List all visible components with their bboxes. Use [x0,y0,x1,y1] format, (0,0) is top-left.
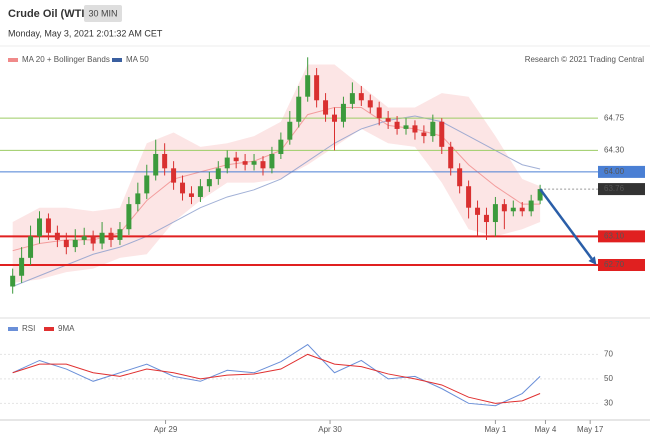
arrow-head [588,256,597,266]
candle-body [349,93,355,104]
legend-label: 9MA [58,324,75,333]
level-label: 64.30 [604,146,625,155]
level-label: 63.76 [604,184,625,193]
x-tick-label: May 1 [485,425,507,434]
candle-body [99,232,105,244]
candle-body [421,132,427,137]
level-label: 62.70 [604,260,625,269]
candle-body [63,239,69,248]
legend-swatch [8,58,18,62]
candle-body [180,182,186,194]
candle-body [278,139,284,154]
candle-body [126,204,132,230]
candle-body [501,204,507,212]
candle-body [323,100,329,115]
subtitle: Monday, May 3, 2021 2:01:32 AM CET [8,28,163,38]
candle-body [188,193,194,197]
candle-body [430,121,436,137]
y-tick-label: 30 [604,398,613,407]
timeframe: 30 MIN [88,8,117,18]
candle-body [260,161,266,169]
candle-body [492,204,498,223]
candle-body [144,175,150,194]
x-tick-label: May 17 [577,425,604,434]
candle-body [37,218,42,237]
x-tick-label: May 4 [535,425,557,434]
candle-body [537,189,543,201]
level-box [598,230,645,243]
candle-body [412,125,418,133]
candle-body [519,207,525,212]
legend-label: MA 20 + Bollinger Bands [22,55,110,64]
candle-body [358,93,364,101]
candle-body [269,153,275,169]
candle-body [72,239,78,248]
level-label: 64.75 [604,113,625,122]
candle-body [340,103,346,122]
level-label: 64.00 [604,167,625,176]
ma-line [12,115,541,287]
timeframe-badge [84,5,122,22]
candle-body [457,168,463,187]
bollinger-band [12,64,541,283]
candle-body [475,207,481,215]
candle-body [510,207,516,212]
candle-body [394,121,400,129]
candle-body [215,168,221,180]
rsi-line [12,353,541,404]
candle-body [81,236,87,240]
candle-body [528,200,534,212]
level-box [598,165,645,178]
candle-body [242,161,248,165]
level-box [598,183,645,196]
source: Research © 2021 Trading Central [525,55,645,64]
legend-label: RSI [22,324,35,333]
candle-body [367,100,373,108]
candle-body [171,168,177,183]
candle-body [135,193,141,205]
x-tick-label: Apr 29 [154,425,178,434]
candle-body [54,232,60,240]
candle-body [108,232,114,240]
candle-body [332,114,337,122]
chart-title: Crude Oil (WTI) [8,8,88,20]
candle-body [439,121,445,147]
candle-body [45,218,51,233]
candle-body [376,107,382,119]
candle-body [483,214,489,223]
candle-body [197,186,203,197]
legend-label: MA 50 [126,55,149,64]
candle-body [162,153,168,169]
candle-body [305,75,311,97]
candle-body [466,186,472,208]
legend-swatch [8,327,18,331]
level-label: 63.10 [604,231,625,240]
candle-body [251,161,257,165]
candle-body [153,153,159,176]
candle-body [287,121,293,140]
candle-body [10,275,16,287]
candle-body [28,236,34,258]
candle-body [206,179,212,187]
level-box [598,259,645,272]
candle-body [224,157,230,169]
legend-swatch [112,58,122,62]
arrow [539,188,593,260]
y-tick-label: 70 [604,349,613,358]
candle-body [19,257,25,276]
candle-body [314,75,320,101]
x-tick-label: Apr 30 [318,425,342,434]
legend-swatch [44,327,54,331]
candle-body [117,229,123,240]
candle-body [233,157,239,162]
candle-body [403,125,409,129]
candle-body [296,96,302,122]
rsi-line [12,343,541,407]
candle-body [448,146,454,169]
candle-body [90,236,96,244]
candle-body [385,118,391,122]
y-tick-label: 50 [604,374,613,383]
